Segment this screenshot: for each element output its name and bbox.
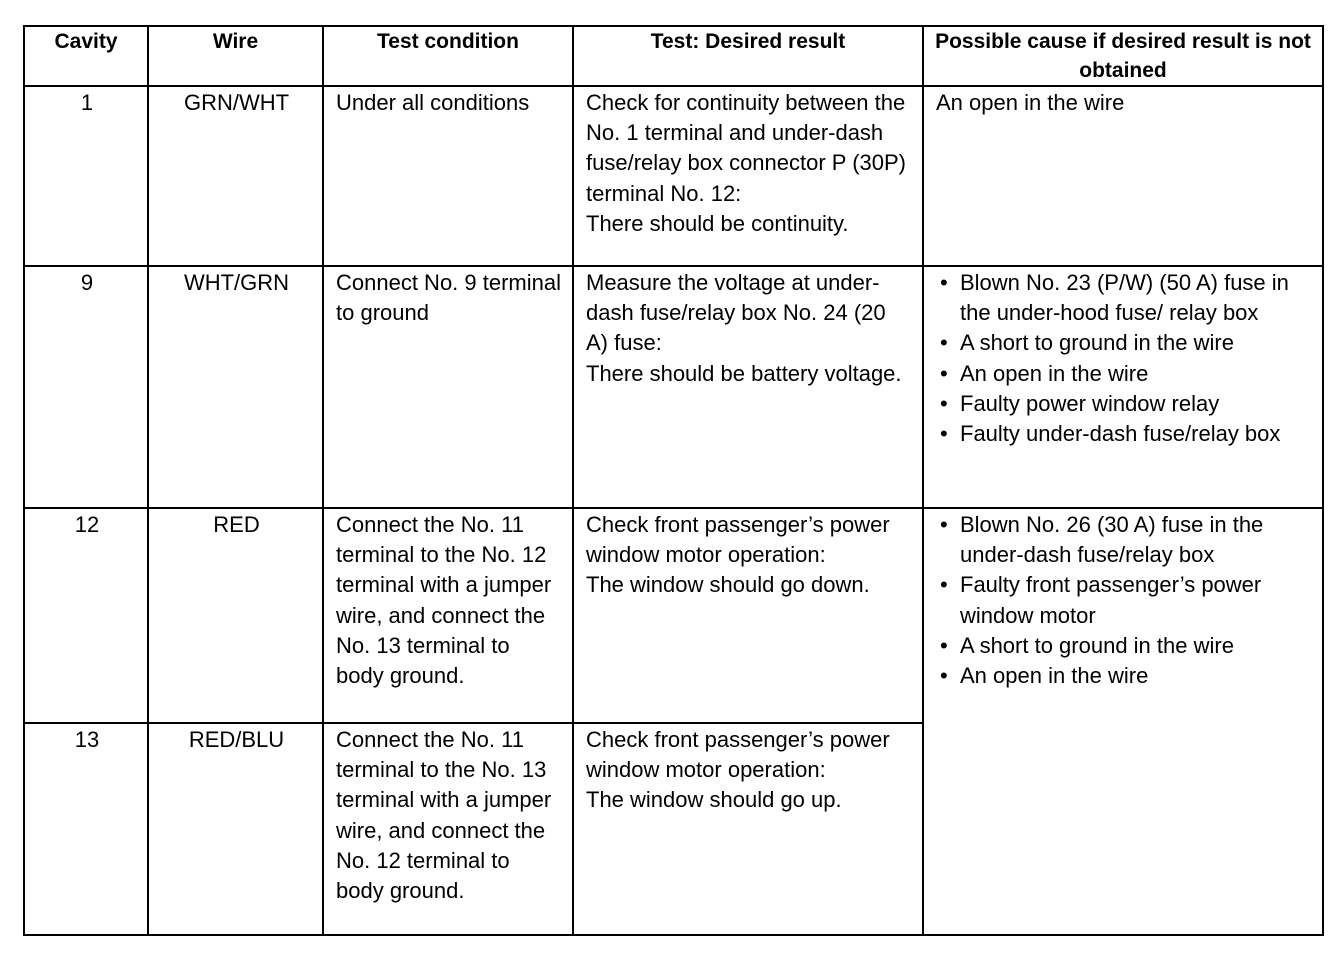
- header-cell: Test condition: [322, 25, 574, 87]
- cavity-cell: 1: [23, 85, 149, 267]
- cause-item: Faulty power window relay: [940, 389, 1312, 419]
- result-text: The window should go up.: [586, 787, 842, 813]
- result-cell: Check front passenger’s power window mot…: [572, 507, 924, 724]
- result-text: The window should go down.: [586, 572, 870, 598]
- wire-cell: RED/BLU: [147, 722, 324, 936]
- test-table: Cavity Wire Test condition Test: Desired re…: [23, 25, 1324, 936]
- cause-item: Blown No. 26 (30 A) fuse in the under-da…: [940, 510, 1312, 570]
- cause-list: Blown No. 23 (P/W) (50 A) fuse in the un…: [936, 268, 1312, 449]
- cause-text: An open in the wire: [936, 90, 1125, 115]
- cavity-cell: 13: [23, 722, 149, 936]
- table-row: 1 GRN/WHT Under all conditions Check for co…: [23, 85, 1324, 267]
- result-text: Check front passenger’s power window mot…: [586, 727, 890, 783]
- table-row: 9 WHT/GRN Connect No. 9 terminal to ground…: [23, 265, 1324, 509]
- cavity-cell: 9: [23, 265, 149, 509]
- result-cell: Check for continuity between the No. 1 t…: [572, 85, 924, 267]
- cause-cell: Blown No. 26 (30 A) fuse in the under-da…: [922, 507, 1324, 936]
- cause-item: An open in the wire: [940, 661, 1312, 691]
- wire-cell: GRN/WHT: [147, 85, 324, 267]
- result-text: There should be battery voltage.: [586, 360, 902, 386]
- cause-item: Faulty under-dash fuse/relay box: [940, 419, 1312, 449]
- header-cell: Wire: [147, 25, 324, 87]
- condition-cell: Connect the No. 11 terminal to the No. 1…: [322, 722, 574, 936]
- header-cell: Cavity: [23, 25, 149, 87]
- cavity-cell: 12: [23, 507, 149, 724]
- condition-cell: Connect No. 9 terminal to ground: [322, 265, 574, 509]
- cause-item: A short to ground in the wire: [940, 328, 1312, 358]
- result-cell: Measure the voltage at under-dash fuse/r…: [572, 265, 924, 509]
- header-row: Cavity Wire Test condition Test: Desired re…: [23, 25, 1324, 87]
- cause-cell: An open in the wire: [922, 85, 1324, 267]
- result-text: Check front passenger’s power window mot…: [586, 512, 890, 568]
- result-text: Measure the voltage at under-dash fuse/r…: [586, 270, 886, 356]
- result-text: Check for continuity between the No. 1 t…: [586, 90, 906, 206]
- condition-cell: Under all conditions: [322, 85, 574, 267]
- condition-cell: Connect the No. 11 terminal to the No. 1…: [322, 507, 574, 724]
- cause-item: A short to ground in the wire: [940, 631, 1312, 661]
- result-cell: Check front passenger’s power window mot…: [572, 722, 924, 936]
- wire-cell: RED: [147, 507, 324, 724]
- cause-cell: Blown No. 23 (P/W) (50 A) fuse in the un…: [922, 265, 1324, 509]
- cause-list: Blown No. 26 (30 A) fuse in the under-da…: [936, 510, 1312, 691]
- table-row: 12 RED Connect the No. 11 terminal to the …: [23, 507, 1324, 936]
- header-cell: Test: Desired result: [572, 25, 924, 87]
- cause-item: An open in the wire: [940, 359, 1312, 389]
- cause-item: Faulty front passenger’s power window mo…: [940, 570, 1312, 630]
- header-cell: Possible cause if desired result is not …: [922, 25, 1324, 87]
- table-row: 13 RED/BLU Connect the No. 11 terminal to …: [23, 722, 1323, 936]
- result-text: There should be continuity.: [586, 210, 849, 236]
- cause-item: Blown No. 23 (P/W) (50 A) fuse in the un…: [940, 268, 1312, 328]
- wire-cell: WHT/GRN: [147, 265, 324, 509]
